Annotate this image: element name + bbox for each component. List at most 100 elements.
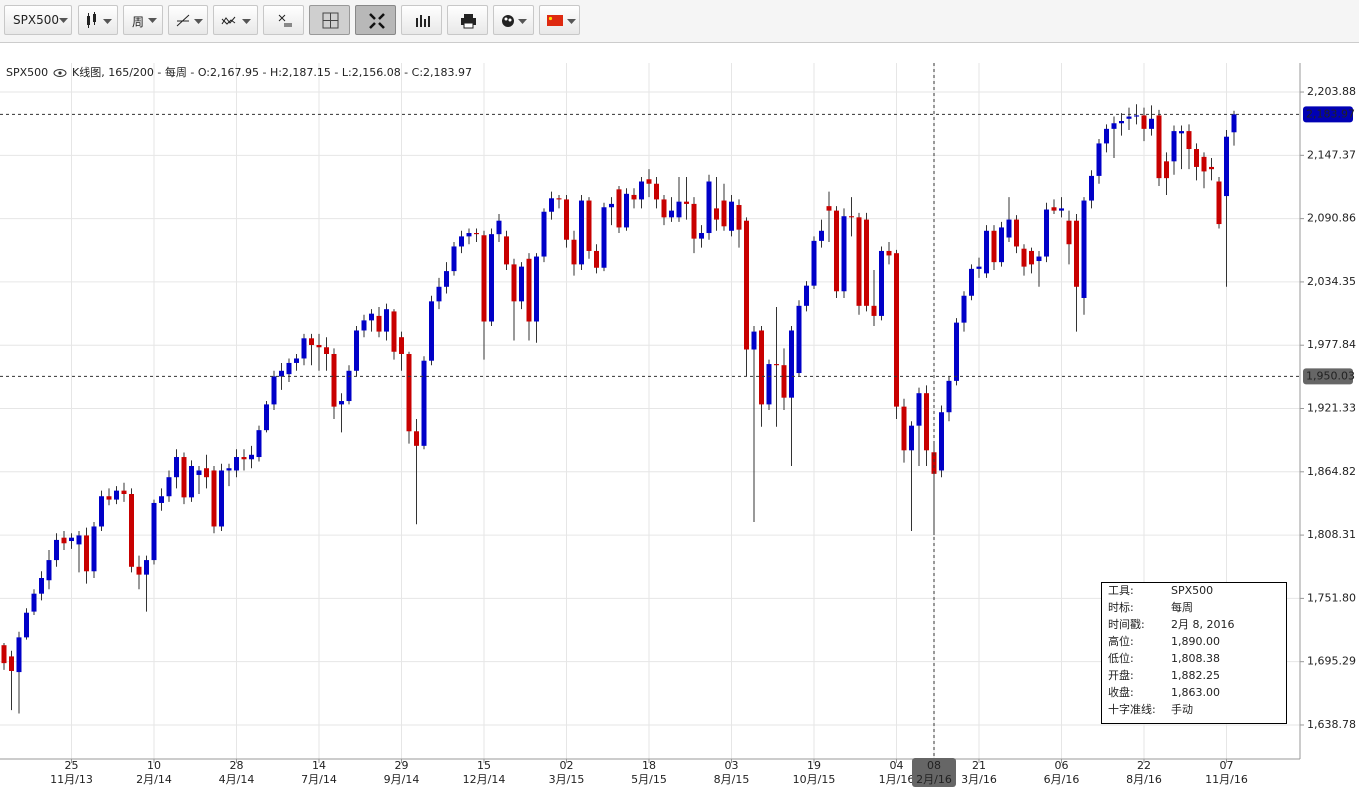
candle-body <box>856 217 862 306</box>
candle-body <box>151 502 157 561</box>
candle-body <box>736 205 742 230</box>
candle-body <box>804 285 809 306</box>
info-label: 开盘: <box>1108 668 1134 682</box>
indicator-button[interactable] <box>213 5 258 35</box>
candle-body <box>1029 250 1034 265</box>
candle-body <box>1089 175 1094 201</box>
candle-body <box>624 193 629 228</box>
candle-body <box>946 380 952 413</box>
candle-body <box>414 431 419 446</box>
candle-body <box>16 637 22 673</box>
info-label: 高位: <box>1108 634 1134 648</box>
draw-button[interactable] <box>168 5 208 35</box>
candle-body <box>1036 256 1042 262</box>
candle-body <box>91 526 97 572</box>
candle-body <box>1096 143 1102 176</box>
candle-body <box>339 401 344 405</box>
candle-body <box>234 457 239 471</box>
candle-body <box>826 206 832 211</box>
candle-body <box>924 393 929 451</box>
candle-body <box>909 425 914 451</box>
candle-body <box>534 256 539 322</box>
candle-body <box>759 330 764 405</box>
candle-body <box>616 189 622 228</box>
candle-body <box>399 337 404 354</box>
symbol: SPX500 <box>13 13 59 27</box>
candle-body <box>706 181 712 234</box>
candle-body <box>781 365 787 398</box>
candle-body <box>849 216 854 218</box>
icon <box>502 15 527 27</box>
icon <box>278 14 292 27</box>
x-tick-label: 29 <box>395 759 409 772</box>
candle-body <box>354 330 359 371</box>
candle-body <box>669 210 674 218</box>
chart-title: SPX500 <box>6 66 48 79</box>
icon <box>176 14 203 27</box>
candle-body <box>894 253 899 407</box>
candle-body <box>1201 156 1207 172</box>
candle-body <box>1014 219 1019 247</box>
candle-body <box>166 477 172 497</box>
chart: SPX500 K线图, 165/200 - 每周 - O:2,167.95 - … <box>0 63 1356 787</box>
candle-body <box>144 560 149 575</box>
last-price-label: 2,183.97 <box>1306 107 1355 120</box>
candles <box>1 104 1237 714</box>
crosshair-y-box <box>1303 368 1353 385</box>
settings-button[interactable] <box>493 5 534 35</box>
candle-body <box>31 593 37 612</box>
chart-type-button[interactable] <box>78 5 118 35</box>
x-tick-label: 15 <box>477 759 491 772</box>
candle-body <box>954 322 959 381</box>
icon <box>221 16 251 25</box>
candle-body <box>819 230 824 241</box>
candle-body <box>796 305 802 374</box>
candle-body <box>46 560 52 581</box>
candle-body <box>301 338 307 359</box>
candle-body <box>1119 121 1124 124</box>
language-button[interactable] <box>539 5 580 35</box>
fullscreen-button[interactable] <box>355 5 396 35</box>
candle-body <box>489 234 494 322</box>
candle-body <box>121 490 127 494</box>
icon <box>416 15 430 27</box>
candle-body <box>174 457 179 478</box>
candle-body <box>1104 128 1109 144</box>
icon <box>461 14 476 29</box>
icon <box>322 12 339 29</box>
candle-body <box>864 219 869 306</box>
x-tick-sublabel: 8月/16 <box>1126 773 1162 786</box>
volume-button[interactable] <box>401 5 442 35</box>
x-tick-sublabel: 1月/16 <box>879 773 915 786</box>
x-tick-label: 07 <box>1220 759 1234 772</box>
symbol-button[interactable]: SPX500 <box>4 5 72 35</box>
candle-body <box>451 246 457 272</box>
candle-body <box>721 200 727 227</box>
candle-body <box>999 227 1004 263</box>
x-tick-sublabel: 9月/14 <box>384 773 420 786</box>
candle-body <box>384 309 389 332</box>
clear-button[interactable] <box>263 5 304 35</box>
y-tick-label: 1,921.33 <box>1307 402 1356 415</box>
candle-body <box>526 258 532 322</box>
candle-body <box>129 493 134 567</box>
candle-body <box>609 203 614 208</box>
info-value: SPX500 <box>1171 584 1213 597</box>
candle-body <box>991 230 997 263</box>
y-tick-label: 1,695.29 <box>1307 655 1356 668</box>
info-value: 2月 8, 2016 <box>1171 618 1234 631</box>
candle-body <box>1216 181 1222 225</box>
x-tick-label: 28 <box>230 759 244 772</box>
candle-body <box>504 236 509 265</box>
period-button[interactable]: 周 <box>123 5 163 35</box>
candle-body <box>114 490 119 500</box>
print-button[interactable] <box>447 5 488 35</box>
candle-body <box>136 566 142 575</box>
candle-body <box>429 301 434 361</box>
candle-body <box>159 496 164 503</box>
crosshair-button[interactable] <box>309 5 350 35</box>
candle-body <box>714 208 719 220</box>
candle-body <box>1074 220 1079 287</box>
info-label: 十字准线: <box>1108 702 1156 716</box>
x-tick-sublabel: 2月/14 <box>136 773 172 786</box>
